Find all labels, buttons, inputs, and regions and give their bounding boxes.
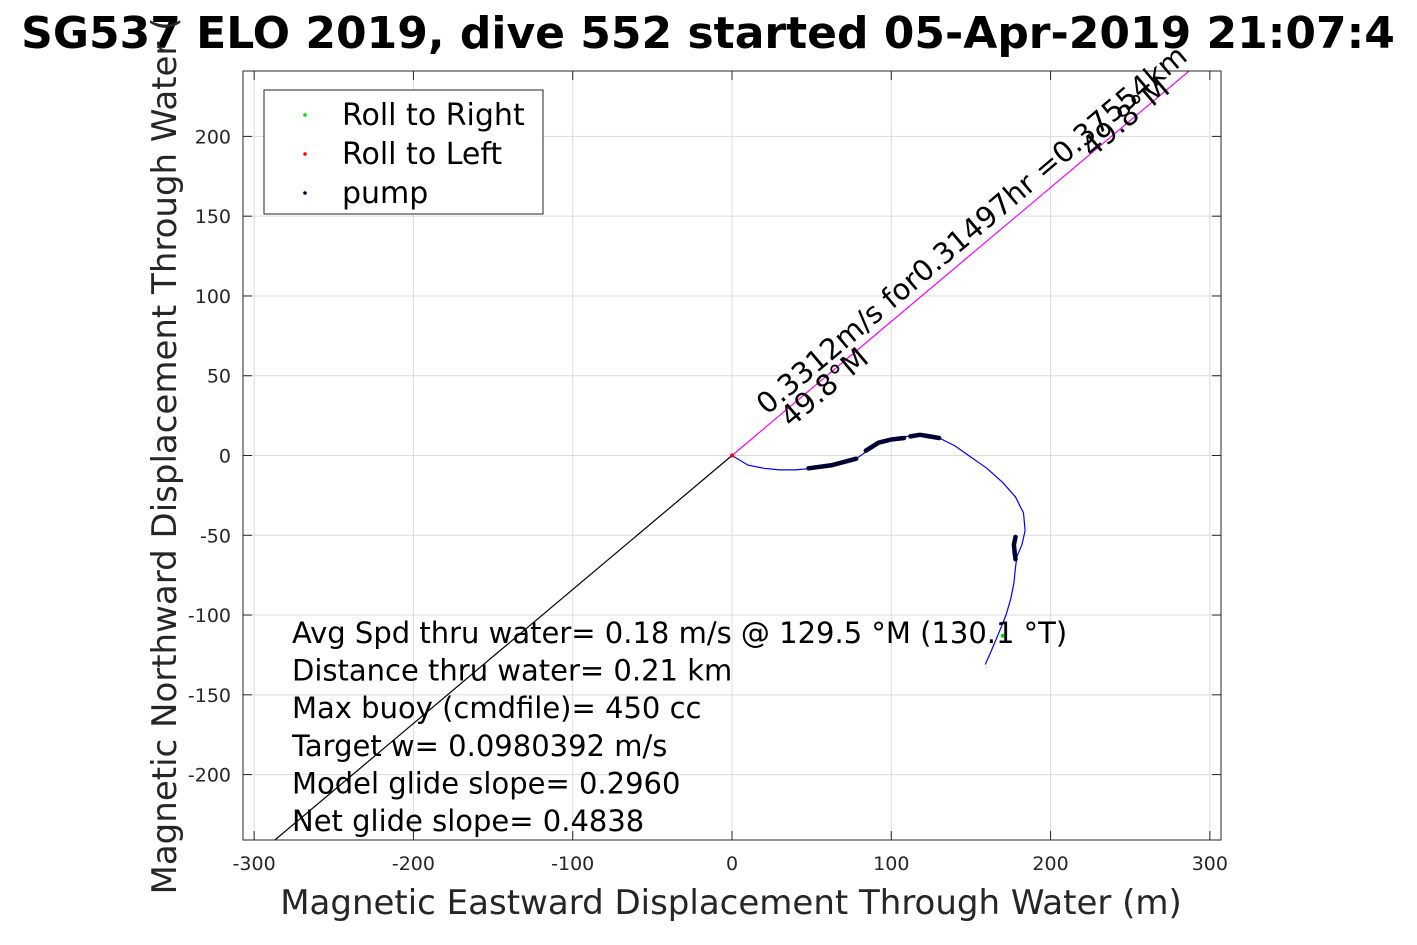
roll-left-point — [730, 453, 734, 458]
y-tick-label: 150 — [195, 206, 231, 228]
legend-label: Roll to Left — [342, 137, 502, 172]
pump-segment — [806, 456, 859, 471]
legend: Roll to Right Roll to Left pump — [263, 89, 544, 215]
legend-box — [263, 89, 544, 215]
roll-right-point — [1000, 633, 1005, 638]
y-tick-label: 0 — [219, 446, 231, 468]
y-tick-label: -150 — [188, 685, 231, 707]
y-tick-label: 50 — [207, 366, 231, 388]
info-line: Avg Spd thru water= 0.18 m/s @ 129.5 °M … — [292, 616, 1067, 650]
chart-title: SG537 ELO 2019, dive 552 started 05-Apr-… — [21, 8, 1395, 59]
heading-line-back — [274, 455, 733, 840]
x-tick-label: -200 — [392, 853, 435, 875]
info-line: Net glide slope= 0.4838 — [292, 804, 644, 838]
legend-label: pump — [342, 176, 428, 211]
series-layer — [274, 71, 1190, 840]
legend-marker — [303, 152, 307, 156]
pump-segment — [908, 432, 942, 441]
ticks — [243, 71, 1221, 840]
legend-label: Roll to Right — [342, 98, 525, 133]
tick-labels: -300 -200 -100 0 100 200 300 -200 -150 -100 -50 0 50… — [188, 126, 1228, 875]
y-tick-label: -200 — [188, 765, 231, 787]
info-line: Target w= 0.0980392 m/s — [291, 729, 667, 763]
info-line: Model glide slope= 0.2960 — [292, 766, 680, 800]
y-tick-label: -100 — [188, 605, 231, 627]
legend-marker — [303, 191, 307, 195]
x-tick-label: -100 — [551, 853, 594, 875]
x-tick-label: 0 — [726, 853, 738, 875]
y-axis-label: Magnetic Northward Displacement Through … — [145, 18, 185, 895]
x-tick-label: 200 — [1032, 853, 1068, 875]
pump-segment — [1011, 534, 1018, 562]
info-line: Max buoy (cmdfile)= 450 cc — [292, 691, 701, 725]
x-tick-label: 300 — [1192, 853, 1228, 875]
x-tick-label: -300 — [233, 853, 276, 875]
x-axis-label: Magnetic Eastward Displacement Through W… — [280, 883, 1182, 923]
pump-segment — [863, 435, 907, 453]
info-line: Distance thru water= 0.21 km — [292, 654, 732, 688]
grid — [243, 71, 1221, 840]
heading-line-forward — [731, 71, 1190, 456]
x-tick-label: 100 — [873, 853, 909, 875]
y-tick-label: 200 — [195, 126, 231, 148]
y-tick-label: 100 — [195, 286, 231, 308]
legend-marker — [303, 113, 307, 117]
info-block: Avg Spd thru water= 0.18 m/s @ 129.5 °M … — [291, 616, 1067, 838]
y-tick-label: -50 — [200, 525, 231, 547]
